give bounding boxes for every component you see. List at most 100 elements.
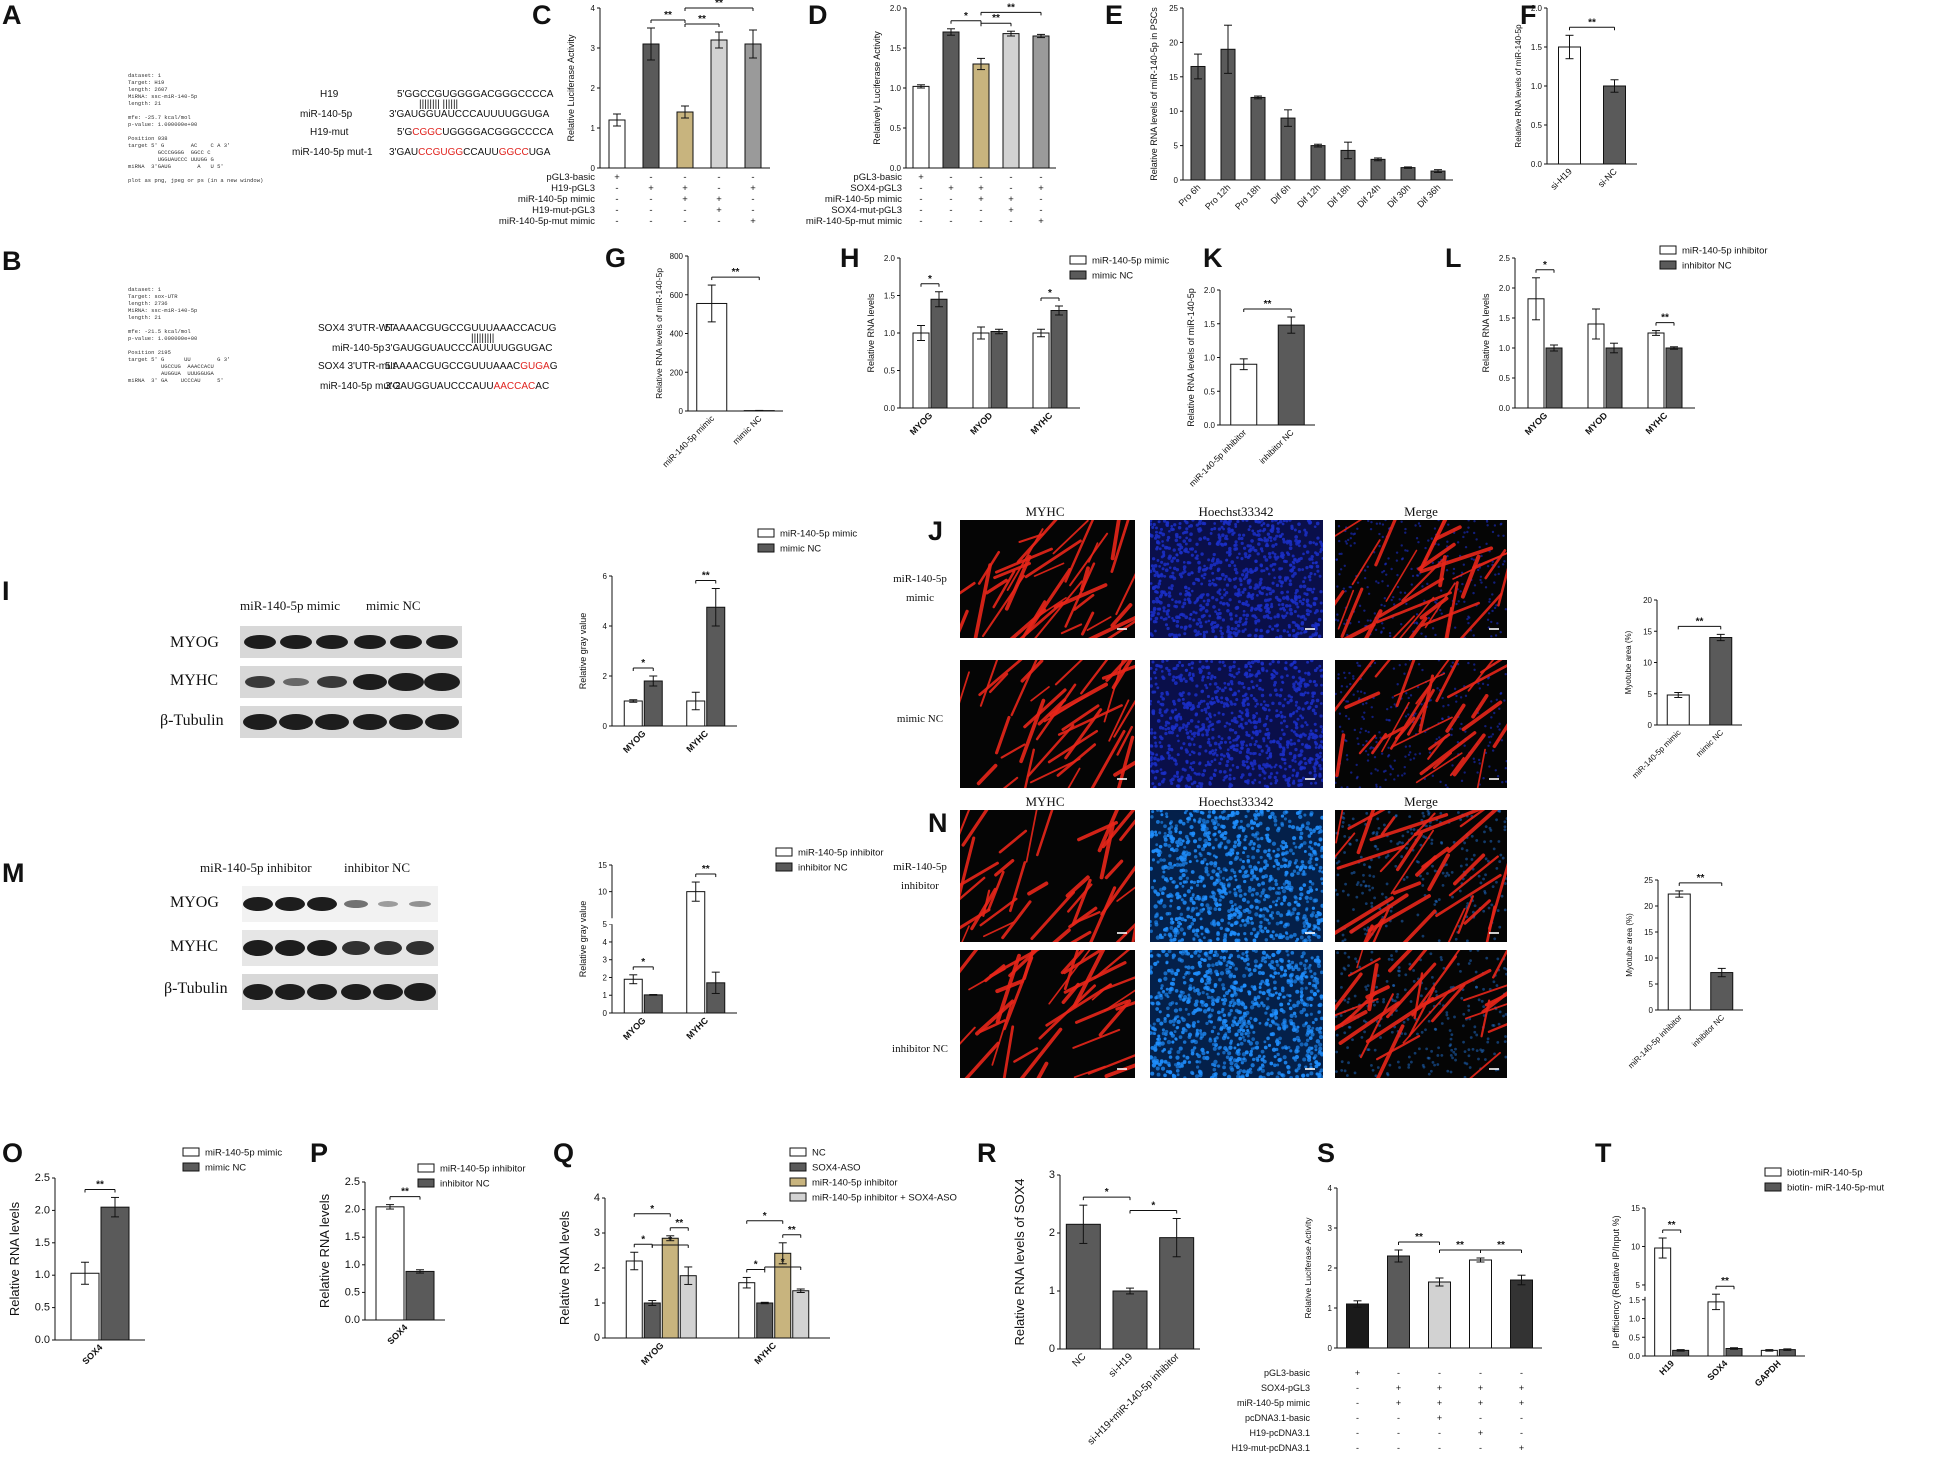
legend-label: inhibitor NC [798, 863, 848, 874]
blot-header-1: miR-140-5p inhibitor [200, 860, 312, 875]
col-title-merge: Merge [1404, 794, 1438, 809]
table-cell: - [1356, 1398, 1359, 1408]
y-tick-label: 400 [670, 330, 684, 339]
panel-a-rnahybrid-output: dataset: 1 Target: H19 length: 2607 MiRN… [128, 72, 264, 184]
chart-k: 0.0 0.5 1.0 1.5 2.0 Relative RNA levels of mi… [1186, 286, 1315, 489]
y-tick-label: 6 [603, 572, 608, 581]
table-cell: + [1038, 216, 1044, 227]
bar [792, 1290, 810, 1339]
chart-c: 0 1 2 3 4 Relative Luciferase Activity ** ** ** p… [499, 0, 770, 227]
table-cell: - [919, 216, 922, 227]
y-tick-label: 0.5 [1499, 374, 1511, 383]
sig-label: * [1543, 260, 1547, 271]
y-tick-label: 4 [594, 1192, 600, 1204]
sig-label: ** [675, 1218, 683, 1229]
panel-letter-S: S [1317, 1138, 1336, 1168]
y-tick-label: 20 [1169, 38, 1178, 47]
y-tick-label: 1 [591, 124, 596, 133]
sig-label: ** [788, 1225, 796, 1236]
y-tick-label: 1 [603, 991, 608, 1000]
table-cell: - [717, 216, 720, 227]
legend-label: miR-140-5p mimic [1092, 256, 1169, 267]
category-label: Dif 30h [1385, 182, 1412, 209]
chart-o: 0.0 0.5 1.0 1.5 2.0 2.5 Relative RNA levels ** S… [7, 1147, 282, 1366]
bar [375, 1206, 405, 1321]
table-cell: + [750, 183, 756, 194]
y-axis-label: Relative gray value [578, 901, 588, 978]
category-label: inhibitor NC [1690, 1013, 1726, 1049]
y-tick-label: 5 [603, 920, 608, 929]
panel-n-microscopy: MYHC Hoechst33342 Merge miR-140-5p inhib… [880, 790, 1520, 1090]
y-tick-label: 0.5 [35, 1302, 50, 1314]
panel-b-labels: SOX4 3'UTR-WT miR-140-5p SOX4 3'UTR-mut … [318, 320, 401, 405]
y-tick-label: 15 [1644, 928, 1653, 937]
y-tick-label: 10 [1643, 659, 1652, 668]
legend-label: biotin-miR-140-5p [1787, 1168, 1863, 1179]
axis-break [1641, 1290, 1649, 1297]
table-cell: + [1478, 1383, 1483, 1393]
table-cell: - [1479, 1368, 1482, 1378]
y-tick-label: 1.0 [1629, 1315, 1641, 1324]
y-tick-label: 0.0 [884, 404, 896, 413]
y-axis-label: Relative gray value [578, 613, 588, 690]
chart-h: 0.0 0.5 1.0 1.5 2.0 Relative RNA levels * * MYOG… [866, 254, 1169, 437]
panel-a-sequences: 5'GGCCGUGGGGACGGGCCCCA |||||||| |||||| 3… [389, 86, 553, 188]
table-cell: + [1396, 1398, 1401, 1408]
bar [912, 85, 930, 169]
y-tick-label: 2.0 [35, 1204, 50, 1216]
table-cell: - [615, 194, 618, 205]
bar [1370, 158, 1386, 181]
bar [679, 1275, 697, 1339]
bar [686, 891, 706, 1014]
table-cell: + [682, 183, 688, 194]
y-tick-label: 4 [591, 4, 596, 13]
y-axis-label: Relative RNA levels [557, 1210, 572, 1325]
y-axis-label: Relative RNA levels of miR-140-5p [654, 268, 664, 399]
table-row-label: miR-140-5p-mut mimic [499, 216, 595, 227]
y-tick-label: 10 [1644, 954, 1653, 963]
sig-label: * [781, 1257, 785, 1268]
y-tick-label: 0 [603, 722, 608, 731]
y-tick-label: 1.0 [1204, 354, 1216, 363]
bar [1032, 332, 1050, 409]
panel-m-blot: miR-140-5p inhibitor inhibitor NC MYOG M… [150, 860, 440, 1020]
panel-letter-Q: Q [553, 1138, 575, 1168]
table-cell: - [919, 205, 922, 216]
sig-label: ** [96, 1179, 104, 1190]
y-tick-label: 15 [1169, 73, 1178, 82]
y-tick-label: 25 [1169, 4, 1178, 13]
table-row-label: H19-pcDNA3.1 [1249, 1428, 1310, 1438]
sig-label: ** [1264, 299, 1272, 310]
category-label: MYHC [684, 1015, 710, 1041]
y-tick-label: 3 [1049, 1169, 1055, 1181]
table-row-label: SOX4-mut-pGL3 [831, 205, 902, 216]
y-tick-label: 0.0 [1499, 404, 1511, 413]
category-label: miR-140-5p inhibitor [1187, 427, 1248, 488]
bar [1250, 96, 1266, 181]
legend-swatch [1069, 255, 1087, 265]
bar [1032, 35, 1050, 169]
y-axis-label: Relatively Luciferase Activity [872, 31, 882, 145]
chart-n_chart: 0 5 10 15 20 25 Myotube area (%) ** miR-140-5p i… [1625, 873, 1743, 1070]
bar [912, 332, 930, 409]
y-tick-label: 2.0 [1204, 286, 1216, 295]
legend-label: miR-140-5p inhibitor + SOX4-ASO [812, 1193, 957, 1204]
y-tick-label: 0 [1174, 176, 1179, 185]
y-tick-label: 2 [603, 973, 608, 982]
y-tick-label: 1.5 [1204, 320, 1216, 329]
legend-swatch [1659, 245, 1677, 255]
y-axis-label: Myotube area (%) [1624, 630, 1633, 694]
table-cell: - [1397, 1413, 1400, 1423]
panel-letter-M: M [2, 858, 25, 888]
sig-label: ** [1415, 1232, 1423, 1243]
table-cell: + [648, 183, 654, 194]
y-tick-label: 0.0 [345, 1314, 360, 1326]
legend-label: miR-140-5p inhibitor [812, 1178, 898, 1189]
table-cell: + [750, 216, 756, 227]
table-row-label: miR-140-5p mimic [825, 194, 902, 205]
table-cell: - [919, 194, 922, 205]
y-tick-label: 4 [603, 938, 608, 947]
y-tick-label: 2 [594, 1262, 600, 1274]
label-mirmut2: miR-140-5p mut-2 [320, 381, 401, 392]
category-label: Dif 18h [1325, 182, 1352, 209]
